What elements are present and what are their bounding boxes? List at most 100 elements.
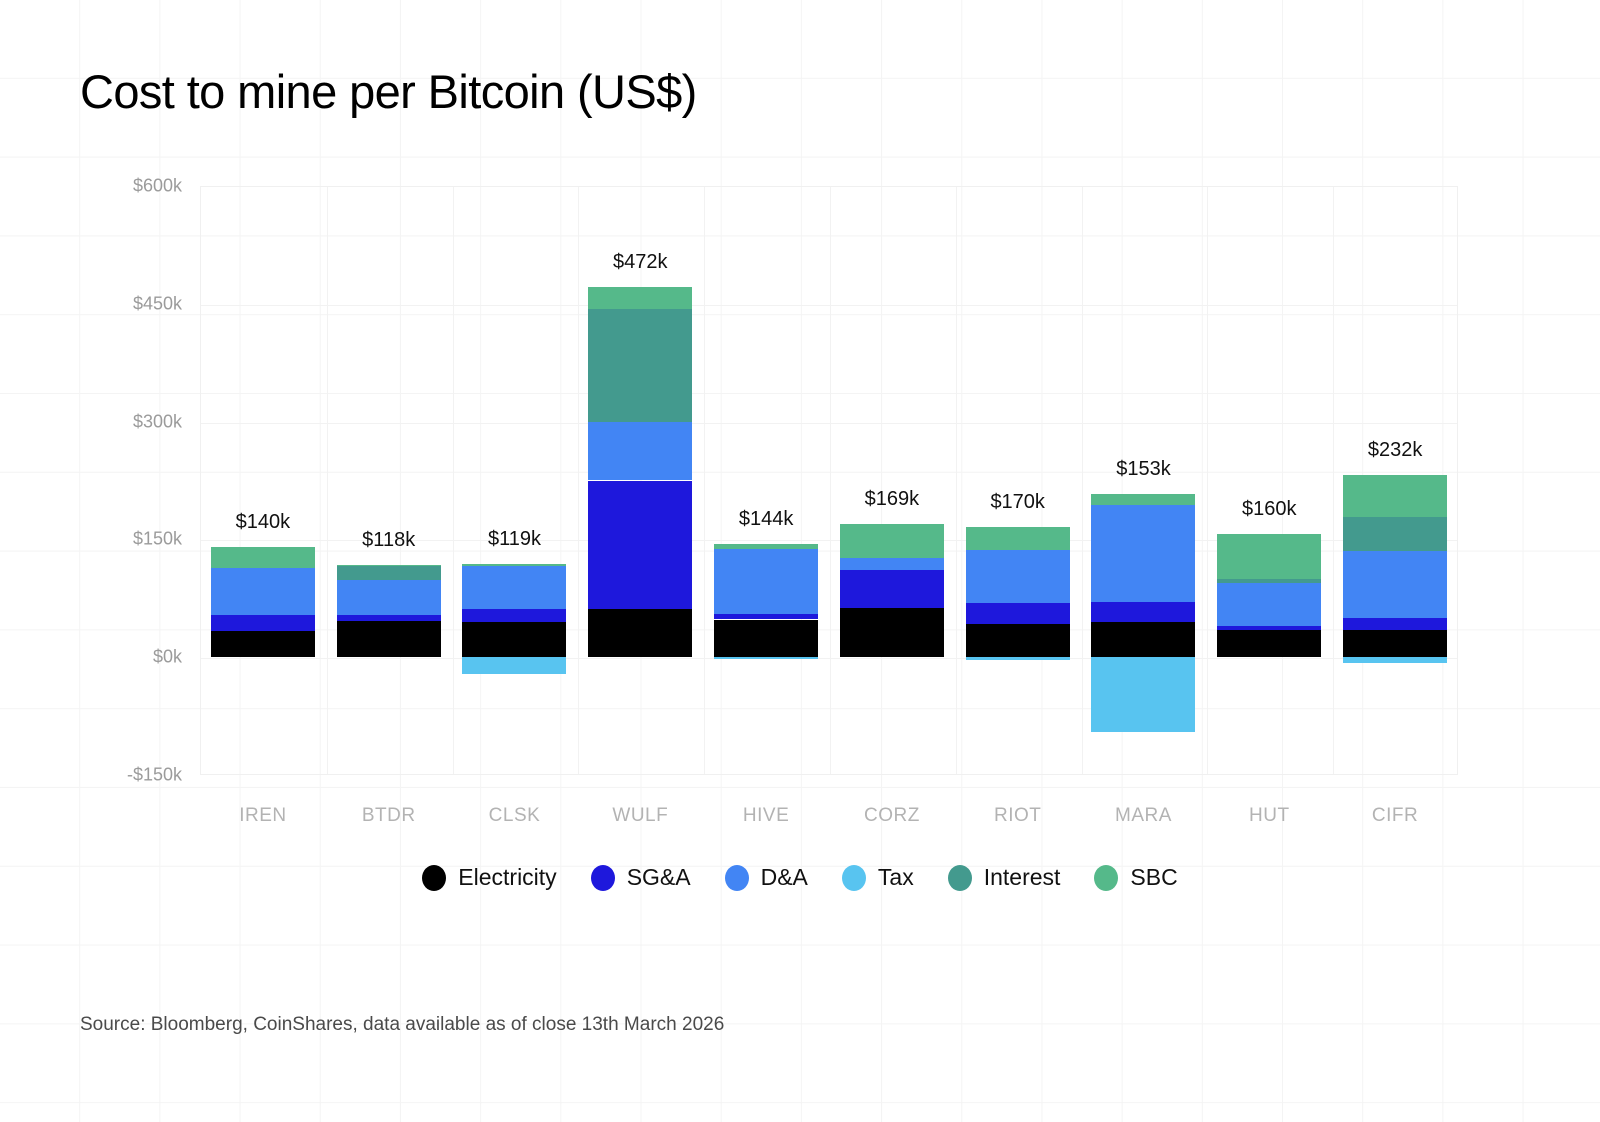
bar-segment-sga: [210, 614, 315, 632]
bar-segment-sga: [336, 614, 441, 622]
bar-segment-electricity: [1343, 629, 1448, 658]
bar-segment-sga: [1217, 625, 1322, 631]
stacked-bar[interactable]: [1343, 186, 1448, 775]
bar-segment-electricity: [839, 607, 944, 658]
stacked-bar[interactable]: [839, 186, 944, 775]
x-axis-tick-label: WULF: [612, 805, 669, 826]
bar-column[interactable]: $170k: [955, 186, 1081, 775]
bar-segment-electricity: [1091, 621, 1196, 658]
legend-swatch-icon: [422, 864, 447, 891]
bar-segment-da: [588, 421, 693, 481]
bar-segment-sbc: [1217, 533, 1322, 580]
bar-total-label: $119k: [487, 527, 541, 550]
legend-item[interactable]: Tax: [841, 864, 914, 891]
legend-label: SBC: [1130, 864, 1178, 890]
vertical-gridline: [830, 187, 831, 774]
bar-segment-sbc: [210, 547, 315, 568]
bar-segment-sga: [714, 614, 819, 620]
legend-swatch-icon: [1094, 864, 1119, 891]
bar-total-label: $140k: [235, 511, 291, 534]
y-axis-tick-label: -$150k: [126, 764, 182, 785]
x-axis-tick-label: RIOT: [993, 805, 1042, 826]
bar-segment-tax: [1343, 657, 1448, 664]
bar-column[interactable]: $118k: [326, 186, 452, 775]
legend-label: Interest: [983, 864, 1061, 890]
bar-segment-da: [839, 558, 944, 570]
bar-total-label: $144k: [738, 508, 794, 531]
bar-segment-interest: [1217, 579, 1322, 584]
legend-item[interactable]: SG&A: [590, 864, 691, 891]
chart-legend: Electricity SG&A D&A Tax Interest SBC: [0, 864, 1600, 891]
y-axis-tick-label: $150k: [132, 528, 182, 549]
bar-segment-da: [714, 548, 819, 614]
bar-segment-sbc: [965, 526, 1070, 550]
stacked-bar[interactable]: [1217, 186, 1322, 775]
bar-segment-sga: [1091, 602, 1196, 622]
horizontal-gridline: [201, 304, 1457, 306]
legend-label: Electricity: [458, 864, 557, 890]
bar-segment-tax: [462, 657, 567, 675]
bar-column[interactable]: $160k: [1206, 186, 1332, 775]
x-axis-tick-label: BTDR: [361, 805, 416, 826]
legend-swatch-icon: [724, 864, 749, 891]
bar-column[interactable]: $119k: [452, 186, 578, 775]
bar-column[interactable]: $169k: [829, 186, 955, 775]
stacked-bar[interactable]: [714, 186, 819, 775]
bar-segment-sga: [462, 609, 567, 622]
bar-segment-tax: [965, 657, 1070, 660]
bar-segment-sbc: [336, 564, 441, 567]
bar-total-label: $170k: [990, 490, 1045, 513]
vertical-gridline: [452, 187, 454, 774]
legend-item[interactable]: Interest: [947, 864, 1061, 891]
stacked-bar[interactable]: [336, 186, 441, 775]
legend-item[interactable]: D&A: [724, 864, 808, 891]
bar-segment-interest: [1343, 517, 1448, 552]
horizontal-gridline: [201, 422, 1457, 424]
x-axis-tick-label: HIVE: [742, 805, 790, 826]
bar-segment-sga: [965, 603, 1070, 625]
bar-column[interactable]: $144k: [703, 186, 829, 775]
bar-column[interactable]: $232k: [1332, 186, 1458, 775]
stacked-bar[interactable]: [588, 186, 693, 775]
bar-segment-da: [1343, 551, 1448, 618]
legend-item[interactable]: Electricity: [422, 864, 557, 891]
legend-label: SG&A: [626, 864, 691, 890]
horizontal-gridline: [201, 658, 1457, 660]
legend-swatch-icon: [590, 864, 615, 891]
x-axis-tick-label: CIFR: [1371, 805, 1419, 826]
bar-column[interactable]: $140k: [200, 186, 326, 775]
bar-segment-electricity: [965, 624, 1070, 658]
legend-swatch-icon: [947, 864, 972, 891]
bar-segment-tax: [714, 657, 819, 659]
bar-column[interactable]: $472k: [577, 186, 703, 775]
source-note: Source: Bloomberg, CoinShares, data avai…: [80, 1014, 725, 1035]
horizontal-gridline: [201, 540, 1457, 542]
bar-total-label: $232k: [1367, 439, 1423, 461]
bar-segment-electricity: [714, 619, 819, 658]
bar-segment-tax: [1091, 657, 1196, 732]
stacked-bar[interactable]: [210, 186, 315, 775]
page-title: Cost to mine per Bitcoin (US$): [80, 65, 697, 118]
bar-segment-sbc: [1343, 475, 1448, 518]
vertical-gridline: [326, 187, 328, 774]
bar-segment-interest: [336, 566, 441, 581]
stacked-bar[interactable]: [1091, 186, 1196, 775]
legend-item[interactable]: SBC: [1094, 864, 1178, 891]
y-axis-tick-label: $450k: [132, 293, 182, 314]
bar-segment-da: [1091, 504, 1196, 603]
bar-column[interactable]: $153k: [1081, 186, 1207, 775]
bar-segment-da: [965, 549, 1070, 603]
vertical-gridline: [704, 187, 706, 774]
y-axis-tick-label: $0k: [152, 646, 182, 667]
bar-total-label: $153k: [1116, 457, 1171, 480]
vertical-gridline: [1081, 187, 1083, 774]
vertical-gridline: [955, 187, 957, 774]
stacked-bar[interactable]: [965, 186, 1070, 775]
x-axis-tick-label: MARA: [1115, 805, 1172, 826]
bar-segment-sga: [1343, 617, 1448, 630]
bar-segment-electricity: [462, 621, 567, 658]
bar-segment-da: [462, 566, 567, 610]
stacked-bar[interactable]: [462, 186, 567, 775]
bar-series-container: $140k $118k $119k $472k $144k $169k $170k $153k…: [200, 186, 1458, 775]
